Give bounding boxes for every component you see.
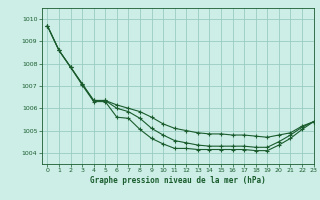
X-axis label: Graphe pression niveau de la mer (hPa): Graphe pression niveau de la mer (hPa) (90, 176, 266, 185)
